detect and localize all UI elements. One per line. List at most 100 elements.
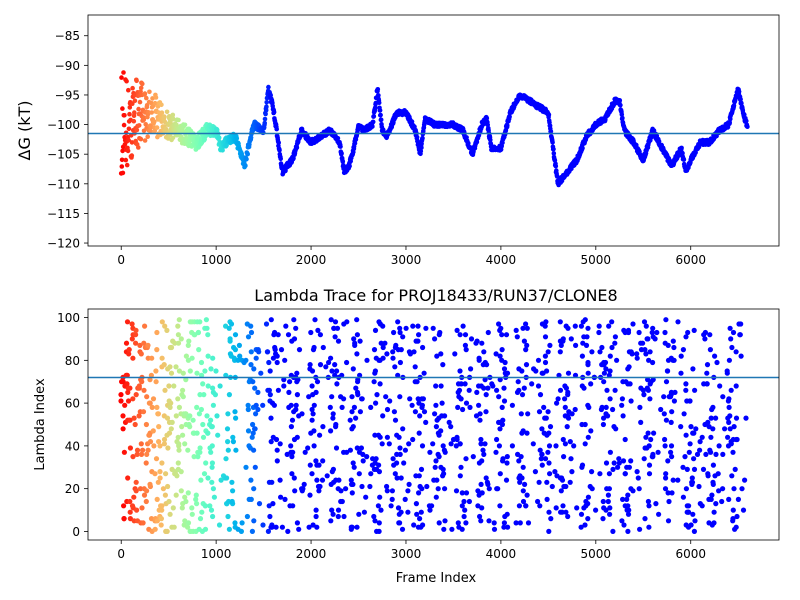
lambda-point (293, 406, 299, 413)
lambda-point (187, 319, 193, 325)
lambda-point (357, 338, 363, 344)
lambda-point (239, 520, 245, 526)
lambda-point (625, 503, 631, 509)
lambda-point (131, 415, 137, 421)
dg-point (138, 85, 144, 91)
lambda-point (434, 353, 440, 359)
lambda-point (643, 351, 649, 357)
lambda-point (446, 419, 452, 425)
lambda-point (513, 327, 519, 333)
lambda-point (354, 317, 360, 323)
lambda-point (646, 443, 652, 449)
lambda-point (248, 349, 254, 355)
lambda-point (610, 466, 616, 472)
lambda-point (316, 488, 322, 494)
lambda-point (561, 454, 567, 460)
lambda-point (123, 372, 129, 378)
lambda-point (127, 498, 133, 505)
lambda-point (567, 439, 573, 445)
lambda-point (161, 441, 167, 447)
lambda-point (680, 494, 687, 500)
lambda-point (146, 400, 152, 406)
lambda-point (391, 409, 397, 415)
dg-x-ticks: 0 1000 2000 3000 4000 5000 6000 (117, 246, 706, 267)
lambda-point (127, 417, 133, 423)
lambda-point (730, 518, 736, 524)
lambda-point (209, 424, 215, 430)
lambda-point (189, 511, 195, 517)
lambda-point (320, 424, 326, 430)
lambda-point (542, 334, 549, 340)
lambda-point (194, 430, 200, 436)
lambda-point (154, 404, 160, 410)
dg-point (234, 136, 240, 141)
lambda-x-tick-label: 4000 (486, 547, 517, 561)
lambda-point (605, 492, 612, 498)
lambda-point (454, 327, 460, 333)
lambda-point (588, 428, 594, 434)
lambda-point (140, 447, 146, 453)
lambda-point (250, 430, 256, 436)
lambda-point (352, 342, 358, 348)
lambda-point (216, 522, 223, 528)
lambda-point (367, 483, 373, 490)
lambda-point (229, 498, 235, 505)
lambda-point (350, 424, 356, 430)
dg-point (159, 110, 165, 115)
lambda-point (127, 516, 133, 522)
lambda-point (453, 488, 460, 494)
lambda-point (440, 362, 446, 368)
lambda-point (459, 503, 465, 509)
lambda-point (309, 417, 315, 423)
lambda-point (245, 334, 252, 340)
lambda-point (228, 321, 235, 327)
lambda-point (138, 441, 144, 447)
lambda-point (436, 332, 442, 338)
lambda-point (245, 402, 251, 408)
dg-point (339, 151, 344, 156)
lambda-x-tick-label: 2000 (296, 547, 327, 561)
lambda-point (604, 387, 610, 393)
lambda-point (455, 389, 461, 395)
lambda-point (162, 387, 168, 393)
lambda-point (675, 319, 681, 325)
lambda-point (519, 392, 526, 398)
lambda-point (663, 471, 669, 477)
lambda-point (414, 511, 420, 517)
lambda-point (289, 417, 296, 423)
lambda-point (560, 503, 566, 509)
lambda-point (643, 323, 649, 329)
dg-y-tick-label: −100 (47, 118, 80, 132)
lambda-point (630, 321, 636, 327)
dg-point (618, 102, 623, 108)
lambda-point (678, 353, 684, 359)
dg-point (507, 114, 512, 119)
lambda-point (650, 454, 656, 460)
lambda-point (584, 334, 590, 340)
lambda-point (275, 332, 281, 338)
dg-point (121, 122, 127, 128)
dg-y-tick-label: −90 (55, 59, 80, 73)
lambda-point (740, 507, 747, 513)
lambda-point (147, 377, 153, 383)
lambda-point (405, 488, 411, 494)
lambda-point (650, 377, 656, 383)
lambda-point (172, 340, 178, 346)
lambda-point (204, 325, 210, 331)
lambda-point (696, 483, 702, 490)
lambda-point (199, 509, 205, 515)
lambda-point (547, 424, 554, 430)
lambda-point (251, 486, 257, 492)
lambda-point (454, 436, 460, 443)
lambda-point (491, 520, 497, 526)
dg-point (126, 87, 131, 93)
lambda-point (682, 454, 688, 460)
lambda-point (267, 368, 273, 374)
lambda-point (742, 477, 748, 483)
lambda-point (461, 498, 467, 505)
dg-point (742, 112, 747, 117)
lambda-point (208, 507, 215, 513)
lambda-point (289, 454, 295, 460)
lambda-point (668, 443, 675, 449)
lambda-point (127, 385, 133, 391)
